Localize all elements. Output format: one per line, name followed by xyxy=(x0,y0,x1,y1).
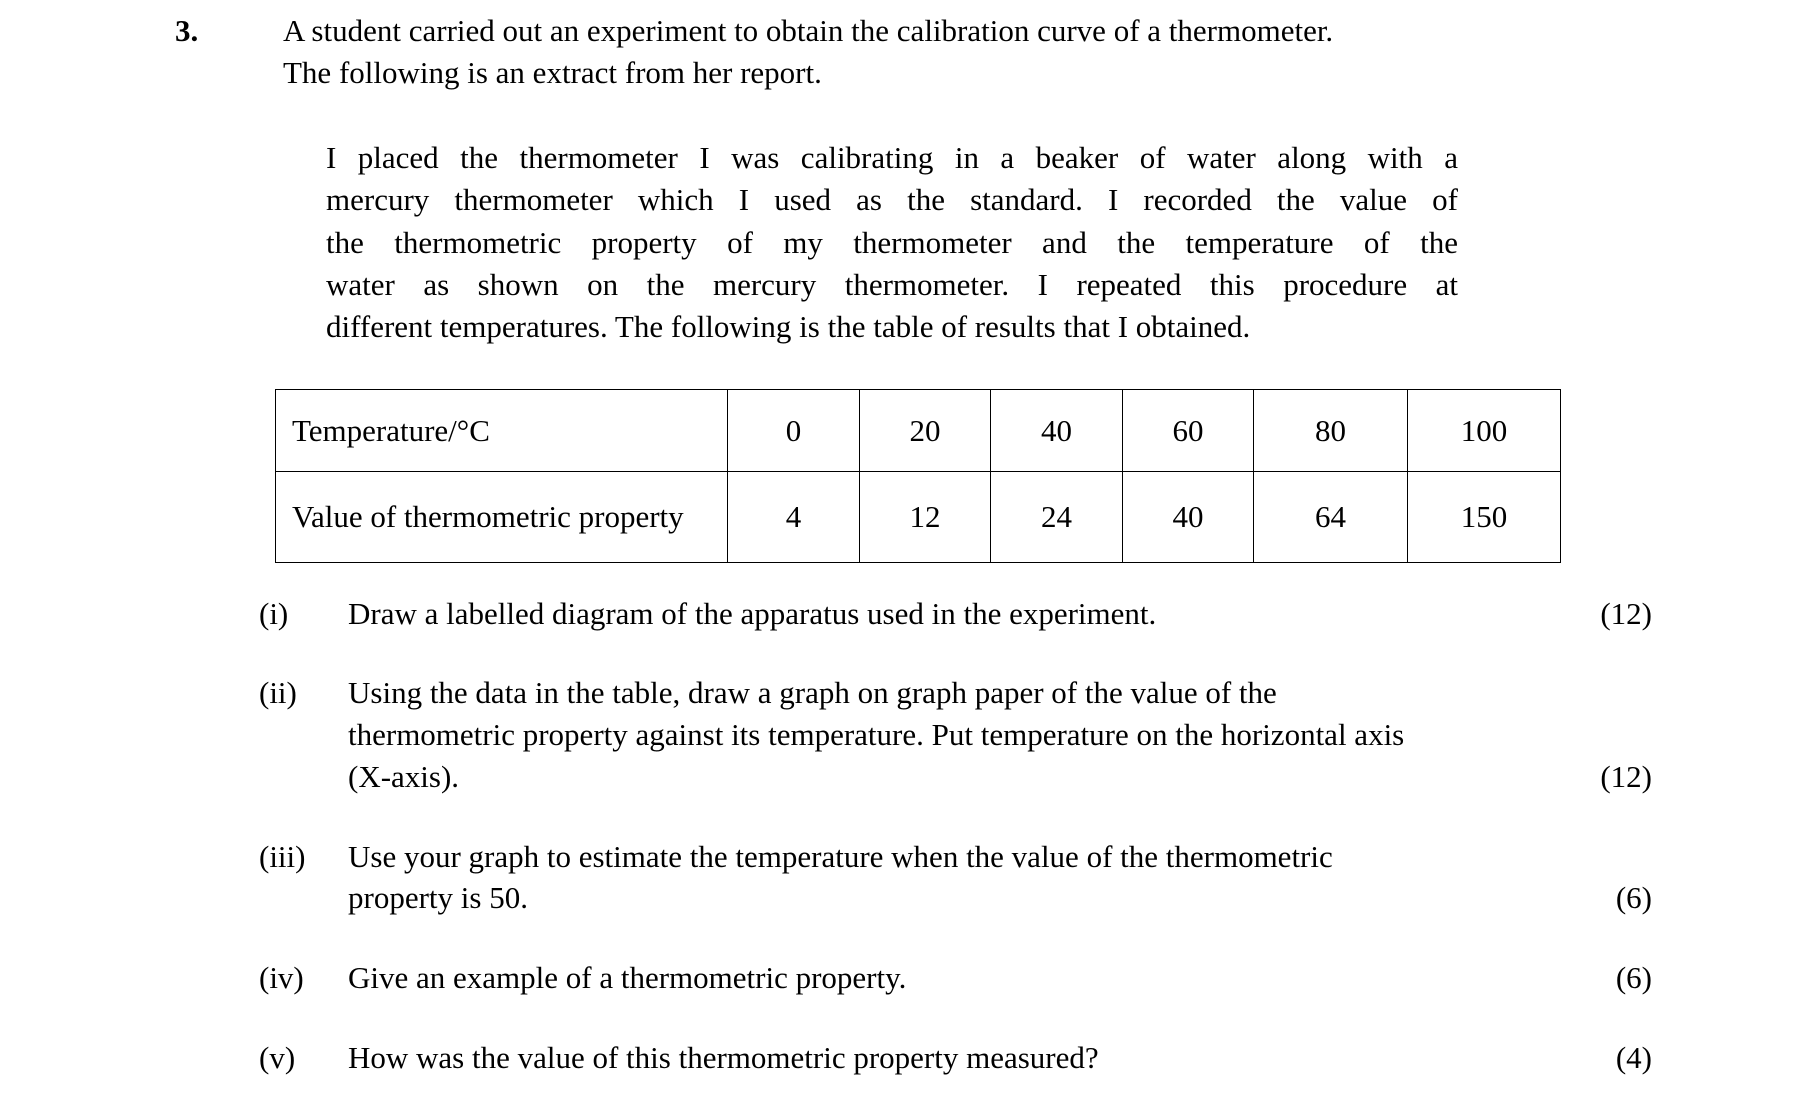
table-row: Value of thermometric property 4 12 24 4… xyxy=(275,471,1561,563)
table-cell: 40 xyxy=(990,389,1123,472)
row-header: Temperature/°C xyxy=(275,389,728,472)
report-line: mercury thermometer which I used as the … xyxy=(326,182,1458,217)
part-text: Draw a labelled diagram of the apparatus… xyxy=(348,596,1157,631)
intro-line: The following is an extract from her rep… xyxy=(283,55,822,90)
part-text: Give an example of a thermometric proper… xyxy=(348,960,907,995)
table-cell: 24 xyxy=(990,471,1123,563)
part-marks: (12) xyxy=(1600,759,1652,794)
report-line: I placed the thermometer I was calibrati… xyxy=(326,140,1458,175)
part-label: (ii) xyxy=(259,675,297,710)
table-cell: 80 xyxy=(1253,389,1408,472)
part-text: property is 50. xyxy=(348,880,528,915)
part-text: How was the value of this thermometric p… xyxy=(348,1040,1099,1075)
table-cell: 60 xyxy=(1122,389,1254,472)
part-marks: (12) xyxy=(1600,596,1652,631)
part-marks: (6) xyxy=(1615,880,1652,915)
part-text: Use your graph to estimate the temperatu… xyxy=(348,839,1333,874)
intro-line: A student carried out an experiment to o… xyxy=(283,13,1334,48)
part-label: (i) xyxy=(259,596,289,631)
report-line: water as shown on the mercury thermomete… xyxy=(326,267,1458,302)
table-cell: 20 xyxy=(859,389,991,472)
part-text: (X-axis). xyxy=(348,759,460,794)
table-cell: 150 xyxy=(1407,471,1561,563)
part-label: (v) xyxy=(259,1040,296,1075)
table-cell: 40 xyxy=(1122,471,1254,563)
part-text: thermometric property against its temper… xyxy=(348,717,1405,752)
report-line: different temperatures. The following is… xyxy=(326,309,1251,344)
part-text: Using the data in the table, draw a grap… xyxy=(348,675,1277,710)
table-cell: 4 xyxy=(727,471,860,563)
table-cell: 64 xyxy=(1253,471,1408,563)
part-marks: (6) xyxy=(1615,960,1652,995)
results-table: Temperature/°C 0 20 40 60 80 100 Value o… xyxy=(275,389,1561,563)
table-row: Temperature/°C 0 20 40 60 80 100 xyxy=(275,389,1561,472)
part-marks: (4) xyxy=(1615,1040,1652,1075)
part-label: (iv) xyxy=(259,960,304,995)
part-label: (iii) xyxy=(259,839,306,874)
report-line: the thermometric property of my thermome… xyxy=(326,225,1458,260)
table-cell: 100 xyxy=(1407,389,1561,472)
table-cell: 0 xyxy=(727,389,860,472)
row-header: Value of thermometric property xyxy=(275,471,728,563)
question-number: 3. xyxy=(175,13,199,48)
table-cell: 12 xyxy=(859,471,991,563)
